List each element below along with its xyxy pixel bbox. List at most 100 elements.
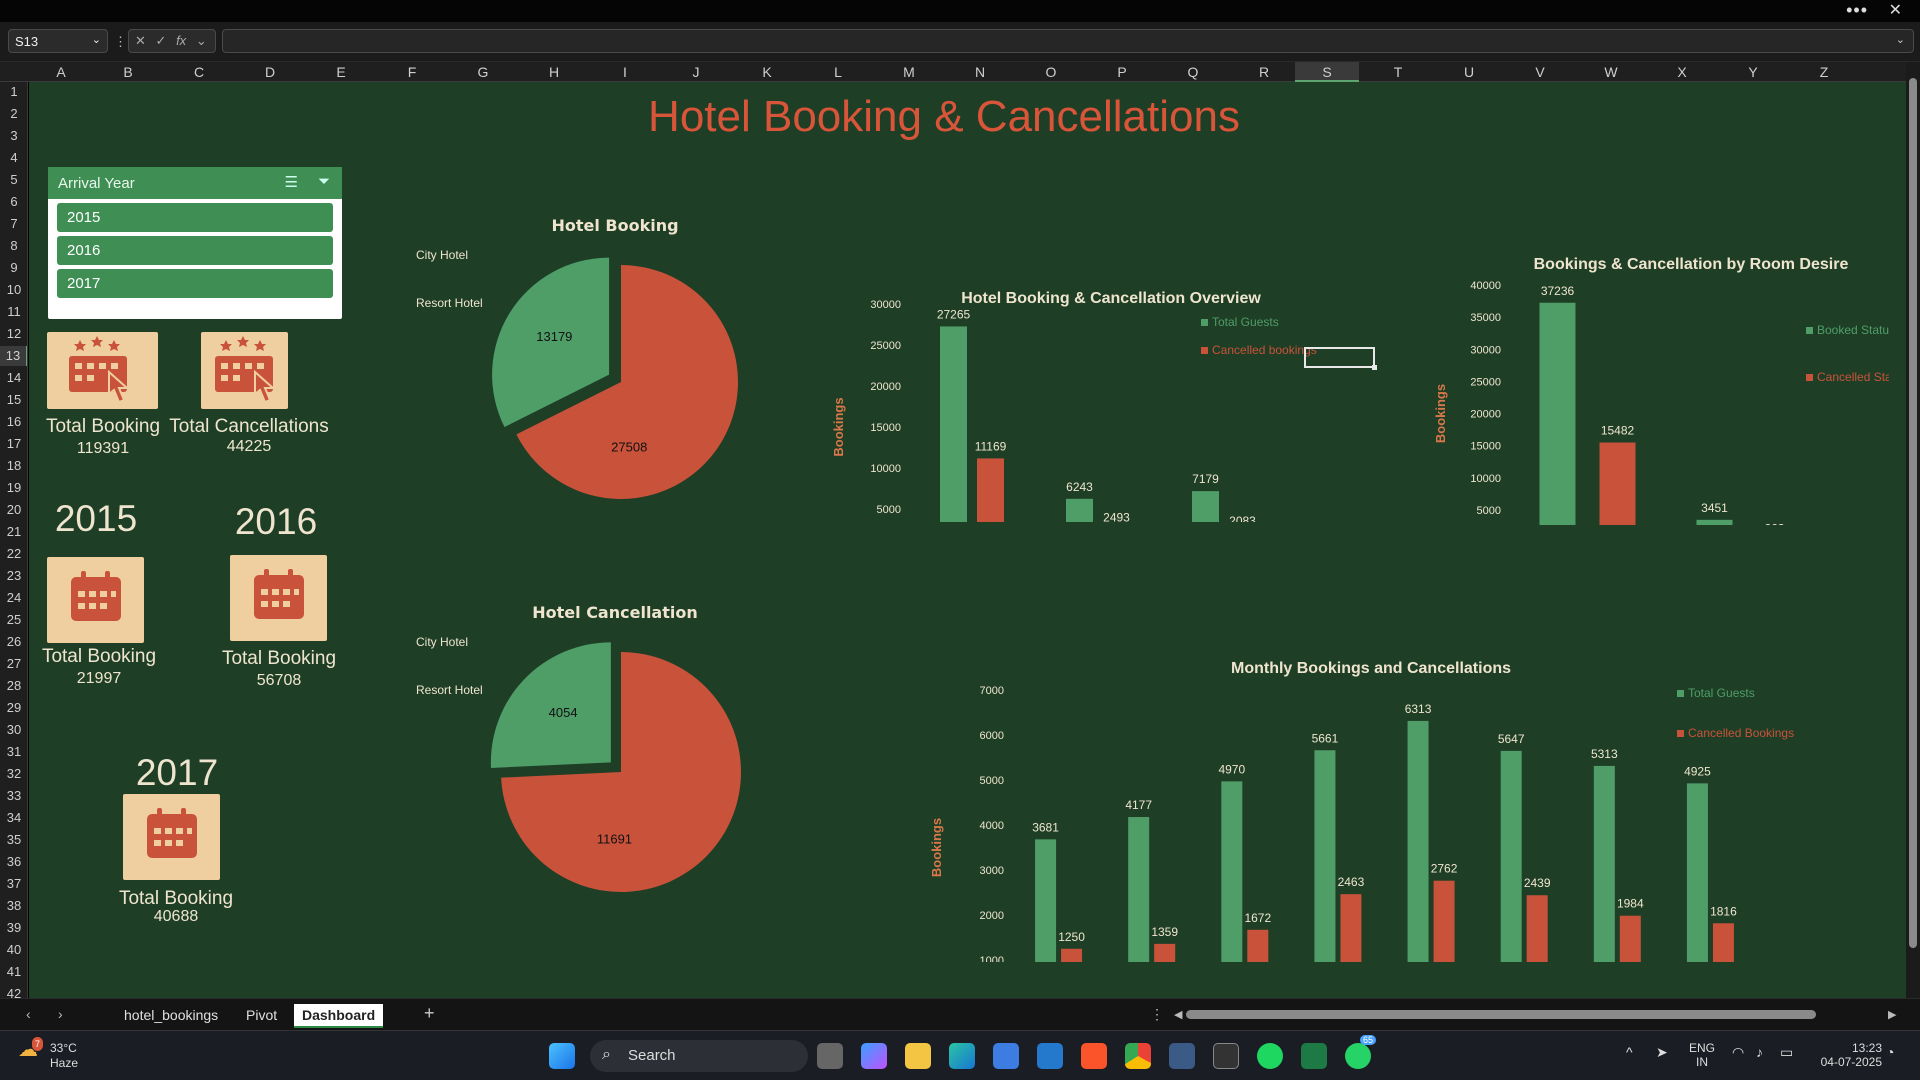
row-header-22[interactable]: 22 — [6, 546, 22, 561]
tab-dashboard[interactable]: Dashboard — [294, 1004, 384, 1028]
brave-icon[interactable] — [1081, 1043, 1107, 1069]
row-header-25[interactable]: 25 — [6, 612, 22, 627]
row-header-24[interactable]: 24 — [6, 590, 22, 605]
row-header-21[interactable]: 21 — [6, 524, 22, 539]
notification-bell-icon[interactable]: ◔ — [1886, 1044, 1895, 1060]
column-header-i[interactable]: I — [623, 64, 627, 80]
column-header-m[interactable]: M — [903, 64, 915, 80]
close-icon[interactable]: ✕ — [1888, 2, 1902, 19]
row-header-7[interactable]: 7 — [10, 216, 18, 231]
location-icon[interactable]: ➤ — [1656, 1044, 1668, 1060]
hotel-cancellation-pie-chart[interactable]: Hotel Cancellation City Hotel Resort Hotel… — [414, 572, 784, 972]
copilot-icon[interactable] — [861, 1043, 887, 1069]
column-header-f[interactable]: F — [407, 64, 417, 80]
chevron-down-icon[interactable]: ⌄ — [195, 33, 207, 48]
row-header-33[interactable]: 33 — [6, 788, 22, 803]
row-header-20[interactable]: 20 — [6, 502, 22, 517]
row-header-37[interactable]: 37 — [6, 876, 22, 891]
clear-filter-icon[interactable]: ⏷ — [317, 173, 330, 190]
slicer-item-2015[interactable]: 2015 — [57, 203, 333, 232]
row-header-23[interactable]: 23 — [6, 568, 22, 583]
row-header-13[interactable]: 13 — [0, 346, 27, 366]
column-header-q[interactable]: Q — [1187, 64, 1199, 80]
arrival-year-slicer[interactable]: Arrival Year ☰ ⏷ 2015 2016 2017 — [48, 167, 342, 319]
column-header-z[interactable]: Z — [1819, 64, 1829, 80]
row-header-12[interactable]: 12 — [6, 326, 22, 341]
check-icon[interactable]: ✓ — [155, 33, 167, 48]
monthly-bar-chart[interactable]: Monthly Bookings and Cancellations010002… — [879, 562, 1829, 962]
scroll-right-icon[interactable]: ▶ — [1888, 1009, 1897, 1021]
row-header-17[interactable]: 17 — [6, 436, 22, 451]
row-header-10[interactable]: 10 — [6, 282, 22, 297]
multi-select-icon[interactable]: ☰ — [284, 174, 298, 191]
row-header-15[interactable]: 15 — [6, 392, 22, 407]
task-view-icon[interactable] — [817, 1043, 843, 1069]
volume-icon[interactable]: ♪ — [1756, 1044, 1763, 1060]
column-header-h[interactable]: H — [548, 64, 560, 80]
taskbar-search[interactable]: ⌕ Search — [590, 1040, 808, 1072]
row-header-14[interactable]: 14 — [6, 370, 22, 385]
row-header-38[interactable]: 38 — [6, 898, 22, 913]
spotify-icon[interactable] — [1257, 1043, 1283, 1069]
row-header-39[interactable]: 39 — [6, 920, 22, 935]
row-header-26[interactable]: 26 — [6, 634, 22, 649]
column-header-l[interactable]: L — [834, 64, 842, 80]
show-hidden-icons-icon[interactable]: ^ — [1626, 1044, 1633, 1060]
store-icon[interactable] — [993, 1043, 1019, 1069]
excel-icon[interactable] — [1301, 1043, 1327, 1069]
row-header-9[interactable]: 9 — [10, 260, 18, 275]
file-explorer-icon[interactable] — [905, 1043, 931, 1069]
row-header-32[interactable]: 32 — [6, 766, 22, 781]
fx-label[interactable]: fx — [176, 33, 187, 48]
column-header-x[interactable]: X — [1677, 64, 1687, 80]
row-header-28[interactable]: 28 — [6, 678, 22, 693]
column-header-v[interactable]: V — [1535, 64, 1545, 80]
expand-chevron-icon[interactable]: ⌄ — [1895, 34, 1905, 46]
row-header-1[interactable]: 1 — [10, 84, 18, 99]
row-header-3[interactable]: 3 — [10, 128, 18, 143]
scroll-left-icon[interactable]: ◀ — [1174, 1009, 1183, 1021]
vertical-scrollbar[interactable] — [1906, 62, 1920, 998]
next-sheet-icon[interactable]: › — [58, 1006, 63, 1022]
windows-start-icon[interactable] — [549, 1043, 575, 1069]
row-header-11[interactable]: 11 — [7, 304, 21, 319]
row-header-30[interactable]: 30 — [6, 722, 22, 737]
battery-icon[interactable]: ▭ — [1780, 1044, 1794, 1060]
column-header-r[interactable]: R — [1258, 64, 1270, 80]
column-header-w[interactable]: W — [1604, 64, 1618, 80]
name-box[interactable]: S13 ⌄ — [8, 29, 108, 53]
column-header-t[interactable]: T — [1393, 64, 1403, 80]
hotel-booking-pie-chart[interactable]: Hotel Booking City Hotel Resort Hotel 13179… — [414, 182, 784, 582]
wifi-icon[interactable]: ◠ — [1732, 1044, 1745, 1060]
column-header-d[interactable]: D — [264, 64, 276, 80]
slicer-item-2017[interactable]: 2017 — [57, 269, 333, 298]
row-header-4[interactable]: 4 — [10, 150, 18, 165]
vscode-icon[interactable] — [1037, 1043, 1063, 1069]
row-header-34[interactable]: 34 — [6, 810, 22, 825]
column-header-n[interactable]: N — [974, 64, 986, 80]
row-header-29[interactable]: 29 — [6, 700, 22, 715]
row-header-27[interactable]: 27 — [6, 656, 22, 671]
add-sheet-button[interactable]: + — [424, 1003, 435, 1023]
chrome-icon[interactable] — [1125, 1043, 1151, 1069]
whatsapp-icon[interactable] — [1345, 1043, 1371, 1069]
column-header-y[interactable]: Y — [1748, 64, 1758, 80]
row-header-41[interactable]: 41 — [6, 964, 22, 979]
column-header-a[interactable]: A — [56, 64, 66, 80]
column-header-k[interactable]: K — [762, 64, 772, 80]
more-dots-icon[interactable]: ••• — [1846, 0, 1868, 20]
row-header-8[interactable]: 8 — [10, 238, 18, 253]
row-header-18[interactable]: 18 — [6, 458, 22, 473]
row-header-40[interactable]: 40 — [6, 942, 22, 957]
selected-cell[interactable] — [1304, 347, 1377, 370]
column-header-c[interactable]: C — [193, 64, 205, 80]
row-header-5[interactable]: 5 — [10, 172, 18, 187]
clock[interactable]: 13:23 04-07-2025 — [1806, 1041, 1882, 1069]
chevron-down-icon[interactable]: ⌄ — [91, 34, 101, 46]
column-header-g[interactable]: G — [477, 64, 489, 80]
language-indicator[interactable]: ENG IN — [1684, 1041, 1720, 1069]
tab-options-icon[interactable]: ⋮ — [1150, 1006, 1164, 1022]
edge-icon[interactable] — [949, 1043, 975, 1069]
tab-pivot[interactable]: Pivot — [246, 1007, 278, 1023]
row-header-31[interactable]: 31 — [6, 744, 22, 759]
